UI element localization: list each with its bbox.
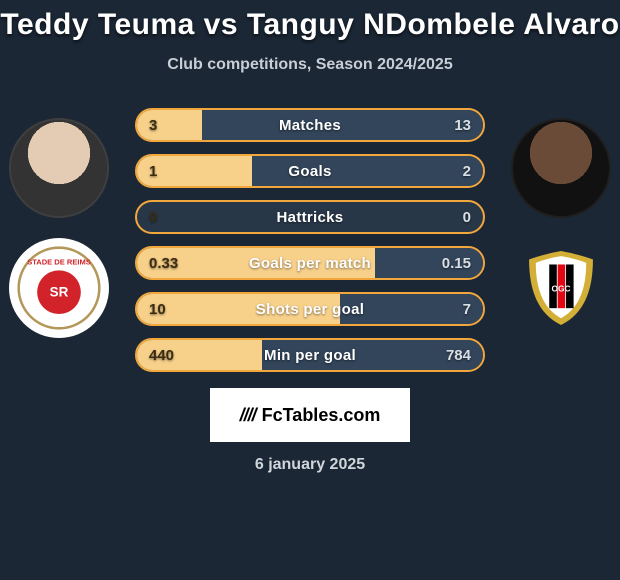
page-title: Teddy Teuma vs Tanguy NDombele Alvaro (0, 0, 620, 42)
date-text: 6 january 2025 (0, 456, 620, 474)
stat-label: Goals per match (137, 248, 483, 278)
comparison-card: Teddy Teuma vs Tanguy NDombele Alvaro Cl… (0, 0, 620, 580)
stat-value-right: 13 (454, 110, 471, 140)
right-player-avatar (511, 118, 611, 218)
stat-row: 0 Hattricks 0 (135, 200, 485, 234)
brand-badge: //// FcTables.com (210, 388, 410, 442)
stat-value-right: 784 (446, 340, 471, 370)
stat-value-right: 0.15 (442, 248, 471, 278)
svg-text:STADE DE REIMS: STADE DE REIMS (27, 257, 91, 266)
reims-crest-icon: SR STADE DE REIMS (17, 246, 101, 330)
right-club-crest: OGC (511, 238, 611, 338)
stat-value-right: 2 (463, 156, 471, 186)
left-club-crest: SR STADE DE REIMS (9, 238, 109, 338)
brand-icon: //// (240, 405, 256, 426)
stat-row: 1 Goals 2 (135, 154, 485, 188)
stat-row: 10 Shots per goal 7 (135, 292, 485, 326)
left-player-avatar (9, 118, 109, 218)
stat-row: 440 Min per goal 784 (135, 338, 485, 372)
left-player-column: SR STADE DE REIMS (4, 118, 114, 338)
stat-row: 0.33 Goals per match 0.15 (135, 246, 485, 280)
svg-text:SR: SR (50, 284, 69, 299)
nice-crest-icon: OGC (519, 246, 603, 330)
subtitle: Club competitions, Season 2024/2025 (0, 56, 620, 74)
stat-row: 3 Matches 13 (135, 108, 485, 142)
stat-label: Matches (137, 110, 483, 140)
stat-value-right: 0 (463, 202, 471, 232)
stat-label: Goals (137, 156, 483, 186)
stat-label: Min per goal (137, 340, 483, 370)
svg-text:OGC: OGC (551, 283, 570, 293)
stat-label: Hattricks (137, 202, 483, 232)
right-player-column: OGC (506, 118, 616, 338)
stat-label: Shots per goal (137, 294, 483, 324)
brand-text: FcTables.com (262, 405, 381, 426)
stat-value-right: 7 (463, 294, 471, 324)
